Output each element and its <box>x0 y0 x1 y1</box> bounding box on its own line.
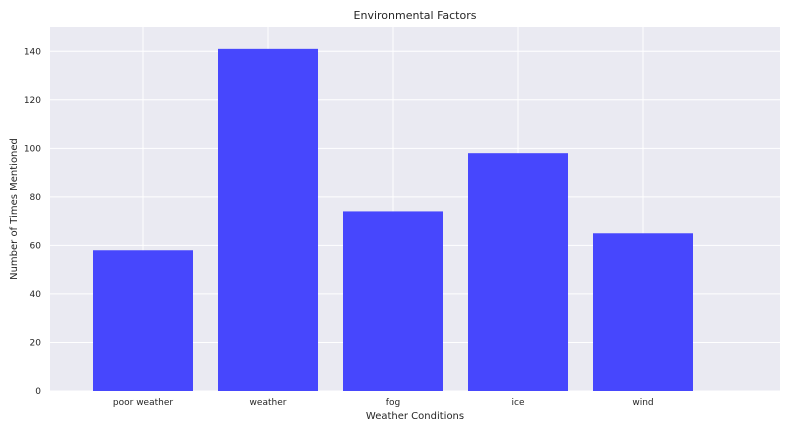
x-tick-labels: poor weather weather fog ice wind <box>113 398 654 408</box>
bar-wind <box>593 233 693 391</box>
x-tick-label: ice <box>512 398 525 408</box>
bar-fog <box>343 211 443 391</box>
x-tick-label: wind <box>632 398 653 408</box>
y-tick-label: 100 <box>24 144 41 154</box>
y-tick-label: 0 <box>35 387 41 397</box>
x-tick-label: weather <box>250 398 287 408</box>
bar-weather <box>218 48 318 392</box>
y-tick-label: 120 <box>24 96 41 106</box>
x-axis-label: Weather Conditions <box>366 411 464 422</box>
y-tick-label: 40 <box>30 290 42 300</box>
x-tick-label: fog <box>386 398 400 408</box>
bar-ice <box>468 153 568 391</box>
bar-poor-weather <box>93 250 193 391</box>
y-tick-label: 20 <box>30 338 42 348</box>
y-tick-label: 140 <box>24 47 41 57</box>
y-tick-label: 80 <box>30 193 42 203</box>
x-tick-label: poor weather <box>113 398 173 408</box>
bars-group <box>93 48 693 392</box>
chart-title: Environmental Factors <box>354 9 477 22</box>
y-tick-labels: 0 20 40 60 80 100 120 140 <box>24 47 41 397</box>
y-axis-label: Number of Times Mentioned <box>9 138 20 280</box>
y-tick-label: 60 <box>30 241 42 251</box>
